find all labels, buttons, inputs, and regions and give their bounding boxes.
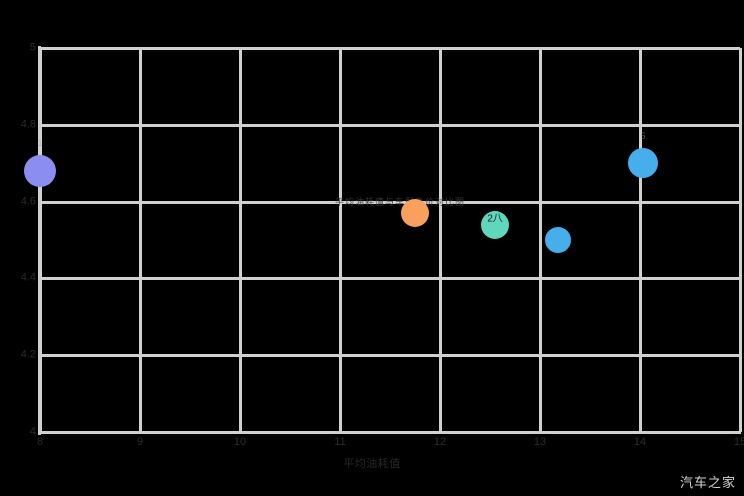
- x-axis-tick-label: 8: [36, 436, 44, 448]
- gridline-horizontal: [40, 123, 740, 127]
- chart-annotation: 平均油耗值与车型售价对比图: [334, 196, 466, 207]
- x-axis-title: 平均油耗值: [343, 458, 401, 470]
- gridline-horizontal: [40, 277, 740, 281]
- y-axis-tick-label: 5: [29, 41, 36, 54]
- scatter-point[interactable]: [24, 154, 56, 187]
- x-axis-tick-label: 10: [233, 436, 247, 448]
- x-axis-spine: [38, 431, 741, 434]
- gridline-vertical: [139, 48, 142, 432]
- x-axis-tick-label: 9: [136, 436, 144, 448]
- x-axis-tick-label: 11: [334, 436, 346, 448]
- gridline-vertical: [539, 48, 542, 432]
- x-axis-tick-label: 14: [633, 436, 647, 448]
- y-axis-tick-labels: 5 4.8 4.6 4.4 4.2 4: [0, 0, 36, 496]
- gridline-vertical: [439, 48, 442, 432]
- scatter-point[interactable]: [401, 199, 429, 228]
- x-axis-tick-label: 13: [533, 436, 547, 448]
- gridline-vertical: [239, 48, 242, 432]
- scatter-point[interactable]: [628, 148, 658, 179]
- scatter-point-label: 1: [37, 137, 43, 148]
- gridline-horizontal: [40, 47, 740, 50]
- gridline-vertical: [339, 48, 342, 432]
- x-axis-tick-labels: 8 9 10 11 12 13 14 15: [0, 437, 744, 453]
- y-axis-tick-label: 4.6: [20, 195, 36, 208]
- y-axis-tick-label: 4: [29, 425, 36, 438]
- gridline-horizontal: [40, 354, 740, 358]
- y-axis-tick-label: 4.4: [20, 271, 36, 284]
- y-axis-tick-label: 4.8: [20, 118, 36, 131]
- scatter-point[interactable]: [545, 227, 571, 253]
- gridline-vertical: [739, 48, 742, 432]
- y-axis-tick-label: 4.2: [20, 348, 36, 361]
- scatter-point-label: 5: [640, 131, 646, 142]
- gridline-horizontal: [40, 200, 740, 204]
- gridline-vertical: [639, 48, 642, 432]
- y-axis-spine: [38, 46, 41, 435]
- scatter-point[interactable]: [481, 210, 509, 239]
- watermark: 汽车之家: [679, 475, 736, 490]
- x-axis-tick-label: 12: [433, 436, 447, 448]
- x-axis-tick-label: 15: [733, 436, 744, 448]
